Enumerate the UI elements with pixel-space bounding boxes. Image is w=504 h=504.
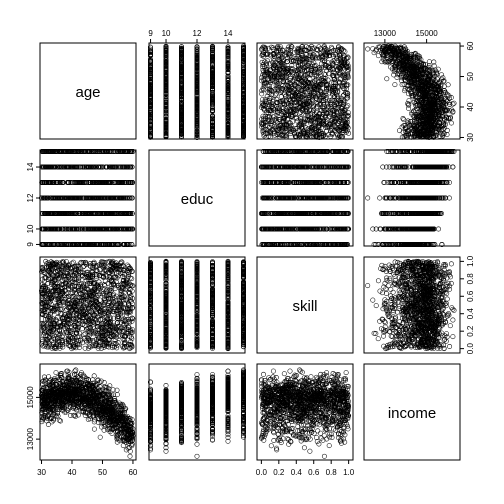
variable-label-age: age (75, 84, 100, 101)
points (365, 43, 457, 140)
point (281, 105, 286, 111)
points (148, 43, 246, 140)
point (388, 64, 393, 70)
point (400, 116, 406, 121)
point (365, 46, 371, 52)
point (345, 103, 351, 109)
point (321, 71, 327, 77)
panel-age-skill (256, 42, 354, 140)
point (384, 76, 390, 82)
point (392, 82, 398, 88)
panel-educ-age (39, 149, 137, 247)
point (448, 120, 454, 126)
point (375, 53, 381, 59)
points (39, 149, 136, 247)
panel-age-age: age (39, 42, 137, 140)
point (451, 100, 457, 106)
points (258, 43, 352, 140)
point (297, 110, 302, 116)
panel-frame (39, 42, 137, 140)
panel-age-educ (148, 42, 246, 140)
point (273, 91, 279, 97)
panel-age-income (363, 42, 461, 140)
